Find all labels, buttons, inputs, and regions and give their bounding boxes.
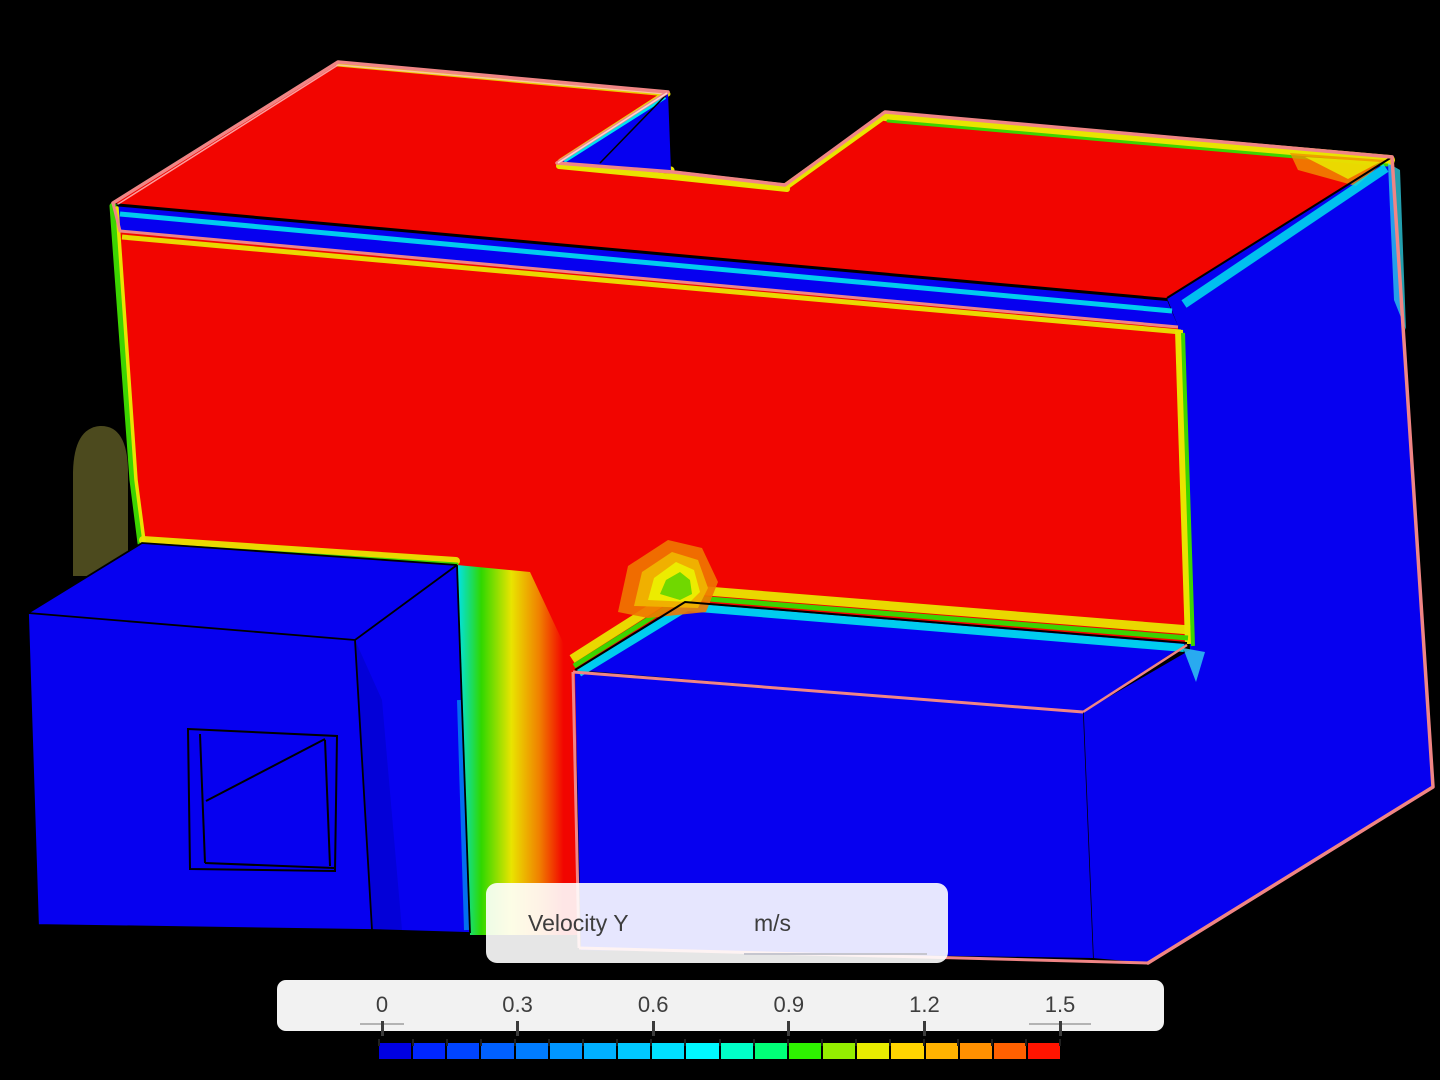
colorbar-minor-tick xyxy=(480,1039,483,1046)
colorbar-minor-tick xyxy=(718,1039,721,1046)
roof-contour-fringe xyxy=(114,61,1395,207)
colorbar-minor-tick xyxy=(922,1039,925,1046)
scale-major-tick xyxy=(516,1021,520,1036)
notch-highlight xyxy=(557,92,668,164)
colorbar-segment xyxy=(515,1043,548,1059)
building-right-face xyxy=(1083,157,1433,963)
colorbar-minor-tick xyxy=(990,1039,993,1046)
wall-right-fringe xyxy=(1175,329,1205,682)
colorbar-segment xyxy=(993,1043,1026,1059)
colorbar-minor-tick xyxy=(616,1039,619,1046)
colorbar-minor-tick xyxy=(446,1039,449,1046)
colorbar-minor-tick xyxy=(582,1039,585,1046)
colorbar-segment xyxy=(686,1043,719,1059)
scale-panel: 0 0.3 0.6 0.9 1.2 1.5 xyxy=(277,980,1164,1031)
colorbar-segment xyxy=(652,1043,685,1059)
colorbar-segment xyxy=(447,1043,480,1059)
scale-major-tick xyxy=(922,1021,926,1036)
legend-unit-label[interactable]: m/s xyxy=(754,909,792,936)
colorbar-minor-tick xyxy=(956,1039,959,1046)
legend-panel: Velocity Y m/s xyxy=(486,883,948,963)
colorbar-segment xyxy=(720,1043,753,1059)
legend-field-label[interactable]: Velocity Y xyxy=(528,909,629,936)
colorbar-minor-tick xyxy=(514,1039,517,1046)
colorbar-segment xyxy=(1027,1043,1061,1059)
colorbar-segment xyxy=(754,1043,787,1059)
colorbar-minor-tick xyxy=(752,1039,755,1046)
colorbar-minor-tick xyxy=(888,1039,891,1046)
colorbar-minor-tick xyxy=(684,1039,687,1046)
scale-tick-label: 1.2 xyxy=(909,991,940,1017)
shadow-blob xyxy=(73,425,128,576)
silhouette-outline xyxy=(111,60,1435,965)
scale-tick-label: 0.6 xyxy=(637,991,669,1017)
scale-major-tick xyxy=(787,1021,791,1036)
colorbar-segment xyxy=(618,1043,651,1059)
roof-notch xyxy=(559,93,671,171)
colorbar-segment xyxy=(959,1043,992,1059)
colorbar-minor-tick xyxy=(650,1039,653,1046)
colorbar-segment xyxy=(583,1043,617,1059)
scale-major-tick xyxy=(651,1021,655,1036)
scale-tick-label: 0.9 xyxy=(773,991,805,1017)
building-roof xyxy=(113,62,1392,298)
left-box xyxy=(27,542,471,934)
left-box-wireframe xyxy=(27,542,471,934)
left-box-window xyxy=(186,727,339,873)
colorbar-segment xyxy=(481,1043,514,1059)
colorbar-segment xyxy=(823,1043,856,1059)
colorbar-segment xyxy=(788,1043,822,1059)
colorbar-segment xyxy=(891,1043,924,1059)
colorbar-segment xyxy=(413,1043,446,1059)
scale-major-tick xyxy=(380,1021,384,1036)
colorbar-minor-tick xyxy=(786,1039,789,1046)
scale-min-label[interactable]: 0 xyxy=(375,991,389,1017)
colorbar[interactable] xyxy=(379,1043,1061,1059)
legend-unit-underline xyxy=(744,953,927,955)
colorbar-segment xyxy=(379,1043,412,1059)
colorbar-minor-tick xyxy=(1059,1039,1061,1046)
colorbar-segment xyxy=(925,1043,958,1059)
colorbar-minor-tick xyxy=(378,1039,380,1046)
colorbar-minor-tick xyxy=(412,1039,415,1046)
colorbar-minor-tick xyxy=(548,1039,551,1046)
scale-max-label[interactable]: 1.5 xyxy=(1044,991,1076,1017)
colorbar-segment xyxy=(857,1043,890,1059)
colorbar-segment xyxy=(549,1043,582,1059)
gap-contour-strip xyxy=(457,565,578,935)
scale-major-tick xyxy=(1058,1021,1062,1036)
colorbar-minor-tick xyxy=(820,1039,823,1046)
fascia-band xyxy=(112,204,1182,335)
scale-tick-label: 0.3 xyxy=(502,991,533,1017)
colorbar-minor-tick xyxy=(1024,1039,1027,1046)
colorbar-minor-tick xyxy=(854,1039,857,1046)
